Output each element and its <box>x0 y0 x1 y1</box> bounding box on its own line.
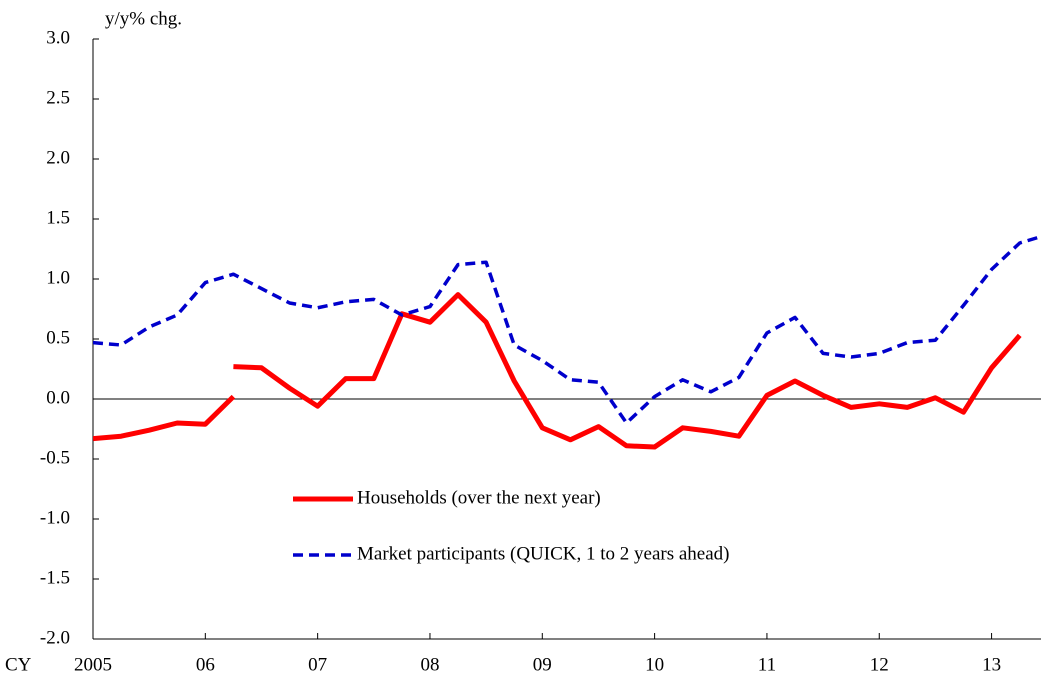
y-tick-label: 3.0 <box>46 27 70 48</box>
x-tick-label: 09 <box>533 654 552 675</box>
x-tick-label: 08 <box>420 654 439 675</box>
y-tick-label: 2.5 <box>46 87 70 108</box>
y-tick-label: -0.5 <box>40 447 70 468</box>
y-axis-label: y/y% chg. <box>105 8 182 29</box>
plot-area <box>93 234 1041 450</box>
y-tick-label: 0.5 <box>46 327 70 348</box>
legend-label: Households (over the next year) <box>357 487 601 508</box>
x-tick-label: 12 <box>870 654 889 675</box>
y-tick-label: -2.0 <box>40 627 70 648</box>
y-tick-label: 0.0 <box>46 387 70 408</box>
y-tick-label: -1.0 <box>40 507 70 528</box>
series-line <box>93 292 1022 450</box>
x-tick-label: 2005 <box>74 654 112 675</box>
y-tick-label: 2.0 <box>46 147 70 168</box>
series-line <box>93 234 1041 425</box>
x-tick-label: 07 <box>308 654 327 675</box>
x-axis-prefix: CY <box>5 654 32 675</box>
x-tick-label: 13 <box>982 654 1001 675</box>
y-tick-label: -1.5 <box>40 567 70 588</box>
legend-label: Market participants (QUICK, 1 to 2 years… <box>357 543 730 564</box>
x-tick-label: 10 <box>645 654 664 675</box>
x-tick-label: 11 <box>758 654 776 675</box>
y-tick-label: 1.0 <box>46 267 70 288</box>
y-tick-label: 1.5 <box>46 207 70 228</box>
x-tick-label: 06 <box>196 654 215 675</box>
